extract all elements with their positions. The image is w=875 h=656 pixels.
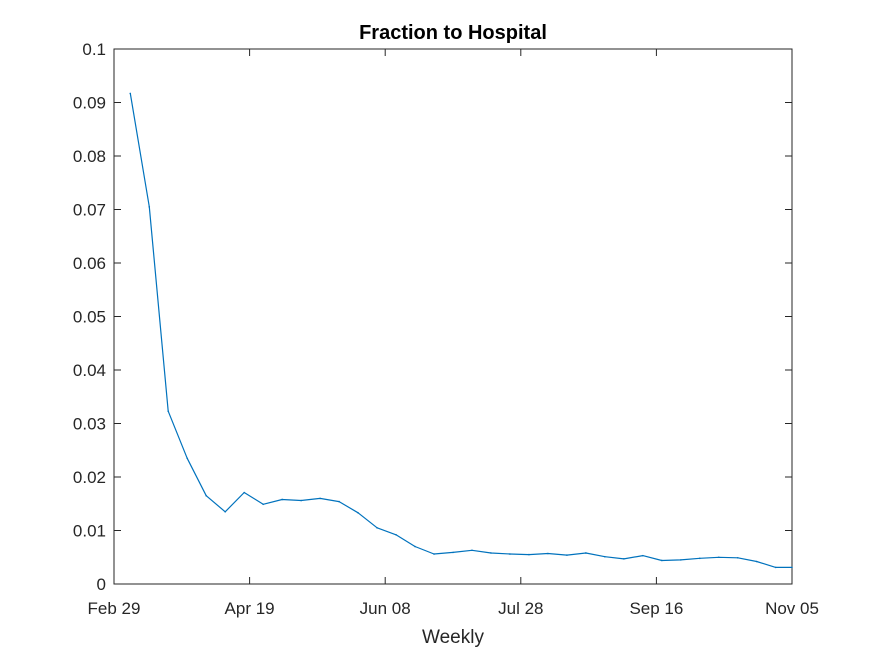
data-point (509, 553, 511, 555)
data-point (319, 497, 321, 500)
x-axis-label: Weekly (422, 627, 484, 648)
y-tick-label: 0 (97, 575, 106, 594)
y-tick-label: 0.09 (73, 94, 106, 113)
data-point (357, 512, 359, 514)
data-point (604, 555, 606, 558)
data-point (717, 556, 720, 559)
data-point (642, 554, 644, 557)
y-tick-label: 0.05 (73, 308, 106, 327)
data-point (224, 510, 226, 513)
data-point (338, 500, 340, 503)
data-point (376, 527, 378, 529)
data-point (300, 499, 302, 502)
series-line (129, 93, 792, 569)
series-layer (129, 92, 793, 569)
data-point (661, 559, 663, 562)
data-point (698, 557, 701, 560)
data-point (205, 494, 208, 497)
data-point (566, 554, 568, 556)
data-point (167, 410, 170, 412)
data-point (547, 552, 549, 555)
y-tick-label: 0.1 (82, 40, 106, 59)
y-tick-label: 0.01 (73, 522, 106, 541)
data-point (433, 553, 435, 555)
x-tick-label: Feb 29 (88, 599, 141, 618)
x-tick-label: Jul 28 (498, 599, 543, 618)
plot-area (113, 48, 793, 585)
data-point (129, 92, 132, 95)
y-tick-label: 0.07 (73, 201, 106, 220)
y-tick-label: 0.04 (73, 361, 106, 380)
y-tick-label: 0.08 (73, 147, 106, 166)
data-point (395, 533, 397, 536)
data-point (528, 553, 530, 556)
x-tick-label: Nov 05 (765, 599, 819, 618)
data-point (262, 503, 264, 506)
data-point (680, 559, 682, 561)
x-axis: Feb 29 Apr 19 Jun 08 Jul 28 Sep 16 Nov 05 (88, 49, 819, 618)
x-tick-label: Jun 08 (360, 599, 411, 618)
data-point (774, 566, 777, 569)
data-point (243, 491, 245, 494)
data-point (755, 560, 758, 563)
y-tick-label: 0.03 (73, 415, 106, 434)
data-point (490, 552, 492, 554)
data-point (791, 566, 793, 569)
x-tick-label: Sep 16 (629, 599, 683, 618)
data-point (414, 545, 416, 548)
data-point (471, 549, 473, 552)
data-point (148, 206, 151, 208)
data-point (452, 551, 454, 554)
y-tick-label: 0.02 (73, 468, 106, 487)
y-axis: 0 0.01 0.02 0.03 0.04 0.05 0.06 0.07 0.08 0.09 0.1 (73, 40, 792, 594)
data-point (623, 558, 625, 560)
y-tick-label: 0.06 (73, 254, 106, 273)
data-point (281, 498, 283, 501)
chart-title: Fraction to Hospital (359, 22, 547, 44)
data-point (186, 457, 189, 460)
data-point (585, 552, 587, 554)
x-tick-label: Apr 19 (225, 599, 275, 618)
data-point (736, 556, 739, 559)
